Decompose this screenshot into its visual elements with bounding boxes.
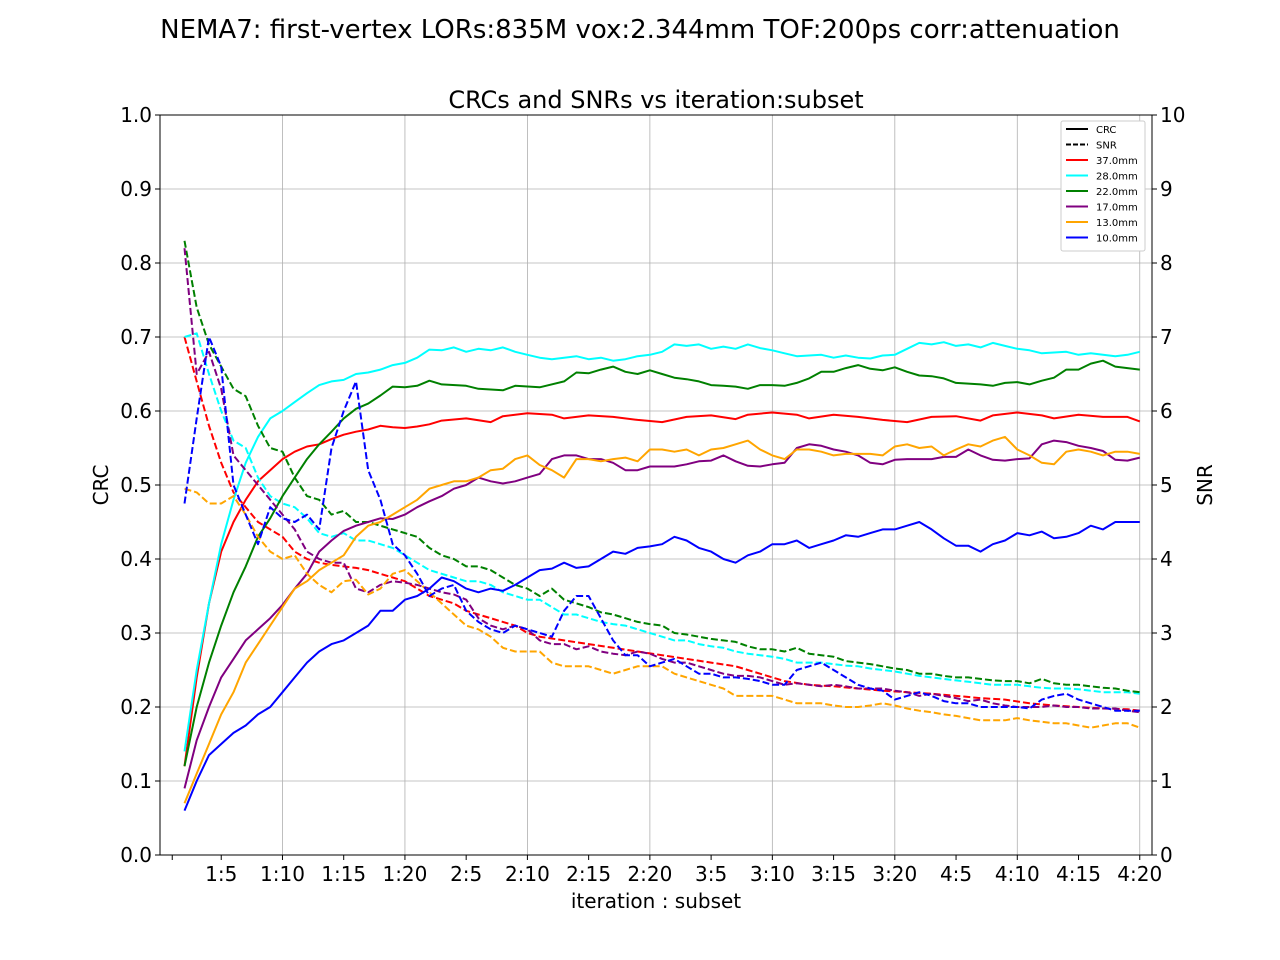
y-tick-label-right: 2 (1160, 695, 1173, 719)
snr-line-28-0mm (184, 332, 1140, 695)
y-tick-label-right: 3 (1160, 621, 1173, 645)
y-tick-label-right: 7 (1160, 325, 1173, 349)
y-tick-label-right: 0 (1160, 843, 1173, 867)
x-tick-label: 2:10 (505, 862, 550, 886)
y-tick-label-left: 0.8 (120, 251, 152, 275)
legend-label: 10.0mm (1096, 234, 1138, 245)
crc-line-37-0mm (183, 411, 1141, 767)
y-tick-label-left: 0.2 (120, 695, 152, 719)
legend-label: 22.0mm (1096, 187, 1138, 198)
x-tick-label: 1:20 (382, 862, 427, 886)
legend-label: 17.0mm (1096, 203, 1138, 214)
y-tick-label-left: 0.9 (120, 177, 152, 201)
y-tick-label-right: 1 (1160, 769, 1173, 793)
legend-label: 13.0mm (1096, 218, 1138, 229)
x-tick-label: 3:15 (811, 862, 856, 886)
legend-label: 28.0mm (1096, 172, 1138, 183)
x-tick-label: 4:20 (1117, 862, 1162, 886)
x-tick-label: 2:5 (450, 862, 482, 886)
x-tick-label: 2:15 (566, 862, 611, 886)
crc-line-13-0mm (183, 435, 1140, 804)
x-tick-label: 4:15 (1056, 862, 1101, 886)
snr-line-10-0mm (183, 336, 1140, 712)
y-tick-label-left: 0.0 (120, 843, 152, 867)
axes: 1:5 1:10 1:15 1:20 2:5 2:10 2:15 2:20 3:5 3:10 3:1… (120, 103, 1185, 886)
legend-label: CRC (1096, 125, 1116, 136)
x-tick-label: 4:10 (995, 862, 1040, 886)
y-tick-label-left: 0.5 (120, 473, 152, 497)
x-tick-label: 3:10 (750, 862, 795, 886)
y-tick-label-right: 6 (1160, 399, 1173, 423)
crc-line-10-0mm (183, 521, 1140, 811)
series-lines (183, 240, 1141, 811)
y-tick-label-left: 0.3 (120, 621, 152, 645)
y-axis-label-left: CRC (89, 465, 113, 506)
y-tick-label-right: 9 (1160, 177, 1173, 201)
x-tick-label: 3:20 (872, 862, 917, 886)
crc-line-28-0mm (183, 341, 1141, 752)
legend-box (1060, 120, 1146, 252)
snr-line-17-0mm (183, 248, 1140, 714)
x-tick-label: 1:5 (205, 862, 237, 886)
x-tick-label: 1:15 (321, 862, 366, 886)
y-tick-label-left: 1.0 (120, 103, 152, 127)
x-tick-label: 1:10 (260, 862, 305, 886)
y-tick-label-right: 5 (1160, 473, 1173, 497)
legend-label: 37.0mm (1096, 156, 1138, 167)
y-tick-label-left: 0.7 (120, 325, 152, 349)
y-axis-label-right: SNR (1193, 464, 1217, 506)
x-tick-label: 2:20 (627, 862, 672, 886)
y-tick-label-left: 0.4 (120, 547, 152, 571)
y-tick-label-left: 0.1 (120, 769, 152, 793)
chart-title: CRCs and SNRs vs iteration:subset (448, 86, 863, 114)
legend-label: SNR (1096, 141, 1117, 152)
crc-line-22-0mm (183, 359, 1140, 767)
legend: CRC SNR 37.0mm 28.0mm 22.0mm 17.0mm 13.0mm 10.0… (1060, 120, 1146, 252)
snr-line-22-0mm (183, 240, 1140, 694)
figure-suptitle: NEMA7: first-vertex LORs:835M vox:2.344m… (160, 15, 1120, 45)
y-tick-label-right: 10 (1160, 103, 1185, 127)
x-tick-label: 3:5 (695, 862, 727, 886)
y-tick-label-left: 0.6 (120, 399, 152, 423)
x-axis-label: iteration : subset (571, 889, 741, 913)
y-tick-label-right: 8 (1160, 251, 1173, 275)
crc-line-17-0mm (183, 439, 1141, 789)
x-tick-label: 4:5 (940, 862, 972, 886)
y-tick-label-right: 4 (1160, 547, 1173, 571)
